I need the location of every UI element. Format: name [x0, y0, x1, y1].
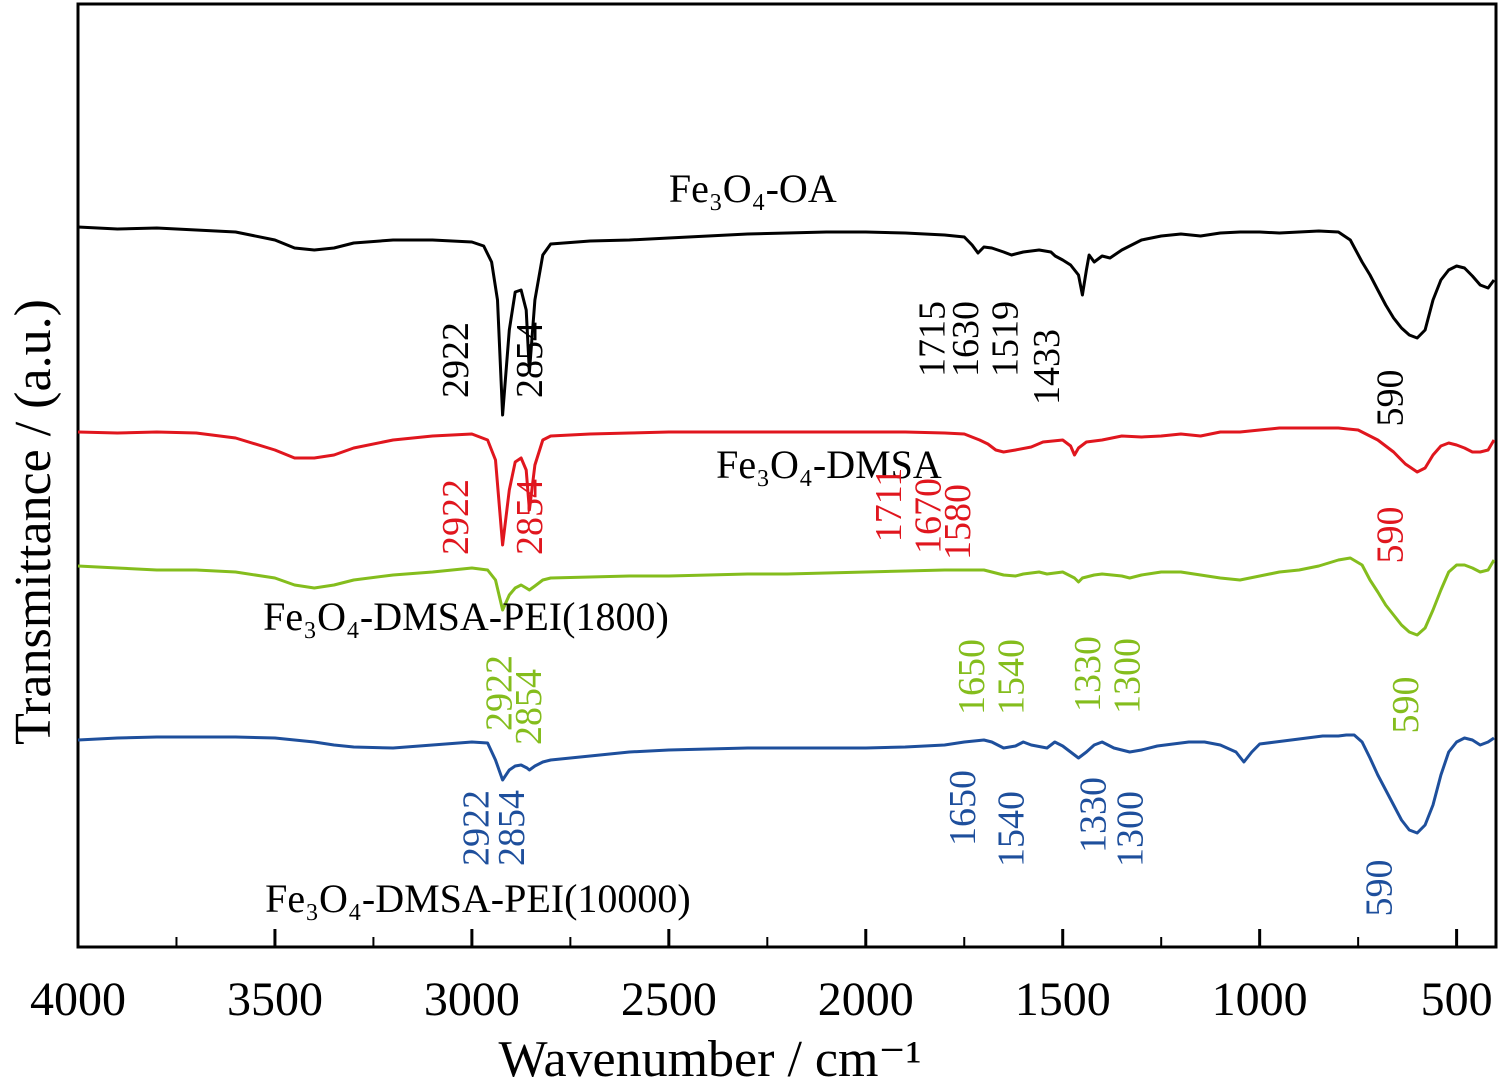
peak-label: 1580	[937, 484, 979, 560]
series-line-1	[77, 225, 1496, 417]
peak-label: 1540	[990, 639, 1032, 715]
plot-frame	[76, 2, 1498, 949]
peak-label: 1630	[945, 301, 987, 377]
x-tick-label: 2000	[818, 973, 914, 1026]
peak-label: 2922	[435, 322, 477, 398]
peak-label: 1433	[1026, 329, 1068, 405]
y-axis-title: Transmittance / (a.u.)	[5, 299, 62, 745]
x-tick-label: 3000	[424, 973, 520, 1026]
series-line-2	[77, 426, 1496, 547]
x-tick-label: 2500	[621, 973, 717, 1026]
peak-label: 590	[1359, 860, 1401, 917]
peak-label: 1540	[990, 791, 1032, 867]
peak-label: 1711	[868, 468, 910, 543]
peak-label: 1330	[1072, 777, 1114, 853]
series-label-1: Fe₃O₄-OA	[669, 166, 837, 211]
x-tick-label: 500	[1421, 973, 1493, 1026]
series-label-4: Fe₃O₄-DMSA-PEI(10000)	[265, 876, 691, 921]
peak-label: 1715	[912, 301, 954, 377]
peak-label: 590	[1370, 507, 1412, 564]
peak-label: 1330	[1067, 636, 1109, 712]
series-line-4	[77, 733, 1495, 835]
x-axis-ticks: 4000 3500 3000 2500 2000 1500 1000 500	[30, 929, 1493, 1026]
peak-label: 1300	[1107, 638, 1149, 714]
peak-label: 2854	[491, 790, 533, 866]
x-tick-label: 3500	[227, 973, 323, 1026]
peak-label: 2854	[509, 322, 551, 398]
peak-label: 2922	[478, 655, 520, 731]
peak-label: 1519	[984, 301, 1026, 377]
peak-label: 2922	[435, 479, 477, 555]
series-label-3: Fe₃O₄-DMSA-PEI(1800)	[263, 594, 669, 639]
peak-label: 2922	[455, 790, 497, 866]
peak-label: 1670	[908, 478, 950, 554]
peak-label: 2854	[509, 479, 551, 555]
x-tick-label: 1000	[1212, 973, 1308, 1026]
x-tick-label: 4000	[30, 973, 126, 1026]
peak-label: 590	[1385, 677, 1427, 734]
peak-label: 2854	[508, 669, 550, 745]
label-layer: Fe₃O₄-OA Fe₃O₄-DMSA Fe₃O₄-DMSA-PEI(1800) Fe…	[263, 166, 1427, 921]
series-label-2: Fe₃O₄-DMSA	[716, 442, 942, 487]
x-tick-label: 1500	[1015, 973, 1111, 1026]
peak-label: 1650	[942, 770, 984, 846]
series-line-3	[77, 556, 1496, 637]
series-layer	[77, 225, 1496, 835]
peak-label: 1300	[1110, 791, 1152, 867]
peak-label: 590	[1370, 370, 1412, 427]
peak-label: 1650	[951, 639, 993, 715]
x-axis-title: Wavenumber / cm⁻¹	[499, 1031, 922, 1085]
